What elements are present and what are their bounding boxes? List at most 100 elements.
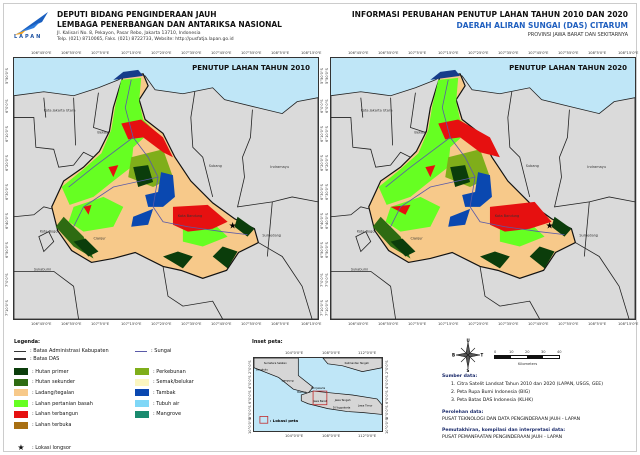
lon-tick: 107°5'0"E <box>91 51 110 55</box>
lat-tick: 6°20'0"S <box>5 155 9 171</box>
legend-swatch <box>135 389 149 397</box>
lat-tick: 7°0'0"S <box>320 273 324 287</box>
legend-item: : Tubuh air <box>135 400 179 408</box>
legend-swatch <box>14 368 28 375</box>
lon-tick: 106°55'0"E <box>61 51 82 55</box>
map-2010[interactable]: ★ Kota Jakarta Utara Bekasi Kota Bogor Sub… <box>13 57 319 320</box>
legend-item: : Lahan terbangun <box>14 410 78 418</box>
lat-tick: 6°0'0"S <box>5 99 9 113</box>
legend-swatch <box>135 368 149 375</box>
legend-item: : Hutan sekunder <box>14 378 75 386</box>
lat-tick: 6°40'0"S <box>320 213 324 229</box>
lon-tick: 107°25'0"E <box>151 51 172 55</box>
legend-swatch <box>14 389 28 397</box>
lon-tick: 108°15'0"E <box>301 322 322 326</box>
inset-legend-label: : Lokasi peta <box>270 418 299 423</box>
lon-tick: 107°15'0"E <box>438 51 459 55</box>
lat-tick: 6°50'0"S <box>5 242 9 258</box>
lon-tick: 107°35'0"E <box>498 322 519 326</box>
lon-tick: 107°55'0"E <box>558 322 579 326</box>
place-label: Kota Jakarta Utara <box>361 109 393 113</box>
inset-lat-tick: 6°0'0"S <box>248 390 252 404</box>
inset-lat-tick: 4°0'0"S <box>248 375 252 389</box>
svg-text:Bengkulu: Bengkulu <box>256 368 268 372</box>
built-up-bandung <box>172 204 228 232</box>
legend-item: : Lahan terbuka <box>14 421 71 429</box>
lon-tick: 107°15'0"E <box>121 322 142 326</box>
lat-tick: 6°10'0"S <box>325 126 329 142</box>
legend-item: : Ladang/tegalan <box>14 389 74 397</box>
built-up-north <box>438 119 500 158</box>
place-label: Cianjur <box>93 237 106 241</box>
place-label: Bekasi <box>97 130 108 134</box>
legend-swatch <box>135 378 149 386</box>
address: Jl. Kalisari No. 8, Pekayon, Pasar Rebo,… <box>57 31 201 36</box>
scale-unit: Kilometers <box>518 362 538 366</box>
svg-text:U: U <box>467 338 470 343</box>
lon-tick: 106°55'0"E <box>378 51 399 55</box>
inset-heading: Inset peta: <box>252 339 283 345</box>
svg-text:B: B <box>452 353 455 358</box>
admin-boundaries <box>331 91 635 319</box>
lon-tick: 106°45'0"E <box>31 51 52 55</box>
landslide-marker: ★ <box>546 222 554 232</box>
svg-text:Jawa Barat: Jawa Barat <box>312 399 327 403</box>
reservoir <box>131 172 175 227</box>
inset-lat-tick: 2°0'0"S <box>385 360 389 374</box>
lon-tick: 107°35'0"E <box>181 322 202 326</box>
scale-tick: 30 <box>541 350 546 354</box>
place-label: Indramayu <box>270 165 289 169</box>
svg-text:T: T <box>481 353 484 358</box>
place-label: Subang <box>526 164 539 168</box>
wet-farmland <box>61 77 154 205</box>
interp-heading: Pemutakhiran, kompilasi dan interpretasi… <box>442 428 566 433</box>
place-label: Kota Bandung <box>178 214 202 218</box>
inset-lon-tick: 112°0'0"E <box>358 351 377 355</box>
place-label: Kota Bandung <box>495 214 519 218</box>
legend-swatch <box>14 400 28 408</box>
legend-swatch <box>14 378 28 386</box>
lon-tick: 107°25'0"E <box>468 51 489 55</box>
lat-tick: 5°50'0"S <box>5 68 9 84</box>
inset-lat-tick: 2°0'0"S <box>248 360 252 374</box>
reservoir <box>448 172 492 227</box>
sources-heading: Sumber data: <box>442 374 478 379</box>
lon-tick: 107°45'0"E <box>211 51 232 55</box>
lon-tick: 107°55'0"E <box>241 51 262 55</box>
lon-tick: 107°25'0"E <box>151 322 172 326</box>
main-title: INFORMASI PERUBAHAN PENUTUP LAHAN TAHUN … <box>351 10 628 19</box>
place-label: Cianjur <box>410 237 423 241</box>
place-label: Sukabumi <box>351 267 368 271</box>
lat-tick: 6°30'0"S <box>320 184 324 200</box>
lon-tick: 108°5'0"E <box>588 51 607 55</box>
lon-tick: 107°35'0"E <box>181 51 202 55</box>
scale-tick: 0 <box>494 350 497 354</box>
svg-text:Lampung: Lampung <box>282 378 294 382</box>
place-label: Kota Bogor <box>40 230 60 234</box>
legend-swatch <box>14 421 28 429</box>
river <box>385 79 565 236</box>
admin-boundaries <box>14 91 318 319</box>
lon-tick: 107°35'0"E <box>498 51 519 55</box>
org-line-2: LEMBAGA PENERBANGAN DAN ANTARIKSA NASION… <box>57 20 282 29</box>
legend-landslide: ★: Lokasi longsor <box>14 443 71 452</box>
lat-tick: 7°10'0"S <box>320 300 324 316</box>
inset-lon-tick: 104°0'0"E <box>285 351 304 355</box>
lat-tick: 6°40'0"S <box>325 213 329 229</box>
lon-tick: 107°45'0"E <box>528 322 549 326</box>
lat-tick: 7°0'0"S <box>325 273 329 287</box>
place-label: Kota Bogor <box>357 230 377 234</box>
legend-heading: Legenda: <box>14 339 41 345</box>
inset-lat-tick: 8°0'0"S <box>385 405 389 419</box>
legend-item: : Hutan primer <box>14 368 69 375</box>
subtitle: DAERAH ALIRAN SUNGAI (DAS) CITARUM <box>456 21 628 30</box>
map-2020[interactable]: ★ Kota Jakarta Utara Bekasi Kota Bogor Sub… <box>330 57 636 320</box>
lon-tick: 108°5'0"E <box>588 322 607 326</box>
lat-tick: 7°10'0"S <box>5 300 9 316</box>
built-up-north <box>121 119 173 158</box>
inset-lat-tick: 4°0'0"S <box>385 375 389 389</box>
scale-tick: 20 <box>525 350 530 354</box>
lapan-logo <box>14 12 48 35</box>
wet-farmland <box>378 77 471 205</box>
legend-swatch <box>135 400 149 408</box>
